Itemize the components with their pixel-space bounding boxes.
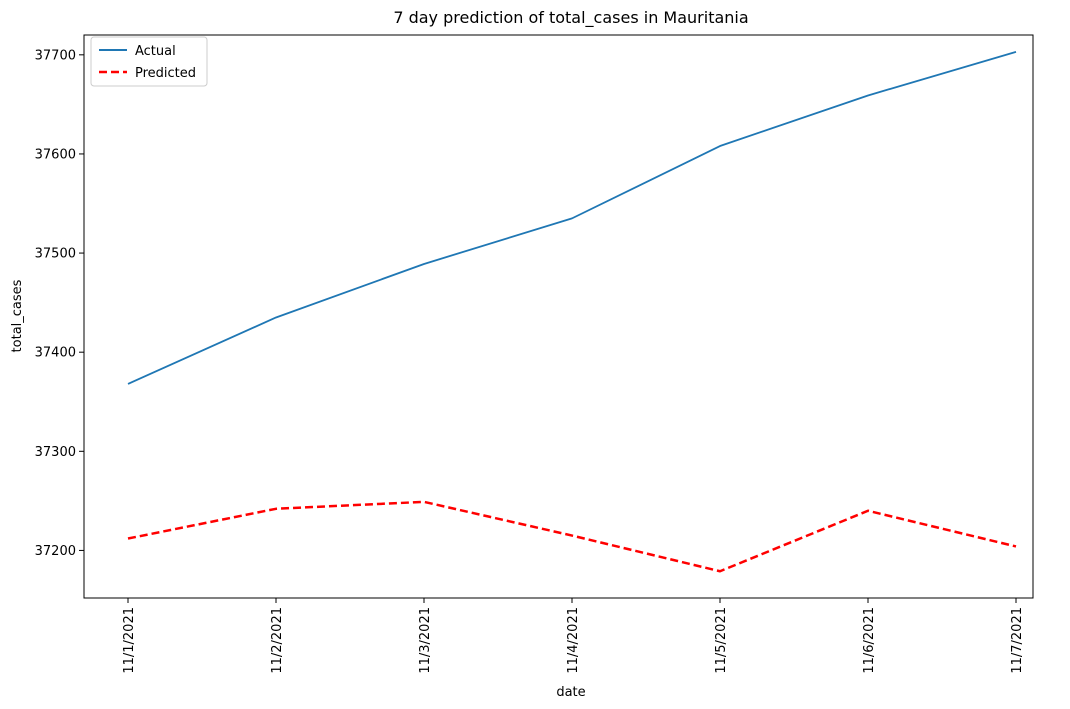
x-tick-label: 11/5/2021 bbox=[714, 607, 729, 674]
legend: Actual Predicted bbox=[90, 36, 208, 87]
x-tick-label: 11/1/2021 bbox=[122, 607, 137, 674]
x-tick-label: 11/4/2021 bbox=[566, 607, 581, 674]
y-axis-title: total_cases bbox=[10, 279, 25, 352]
y-tick-label: 37400 bbox=[35, 346, 76, 361]
y-tick-label: 37500 bbox=[35, 247, 76, 262]
x-tick-label: 11/6/2021 bbox=[862, 607, 877, 674]
x-axis: 11/1/2021 11/2/2021 11/3/2021 11/4/2021 11/5… bbox=[122, 598, 1025, 674]
y-tick-label: 37600 bbox=[35, 147, 76, 162]
plot-area bbox=[83, 34, 1034, 599]
chart-title: 7 day prediction of total_cases in Mauri… bbox=[393, 8, 748, 28]
y-tick-label: 37700 bbox=[35, 48, 76, 63]
series-layer bbox=[127, 50, 1017, 573]
x-tick-label: 11/2/2021 bbox=[270, 607, 285, 674]
y-tick-label: 37300 bbox=[35, 445, 76, 460]
x-tick-label: 11/7/2021 bbox=[1010, 607, 1025, 674]
y-axis: 37200 37300 37400 37500 37600 37700 bbox=[35, 48, 84, 559]
x-axis-title: date bbox=[556, 685, 585, 700]
legend-label-actual: Actual bbox=[135, 44, 176, 59]
legend-label-predicted: Predicted bbox=[135, 66, 196, 81]
y-tick-label: 37200 bbox=[35, 544, 76, 559]
x-tick-label: 11/3/2021 bbox=[418, 607, 433, 674]
